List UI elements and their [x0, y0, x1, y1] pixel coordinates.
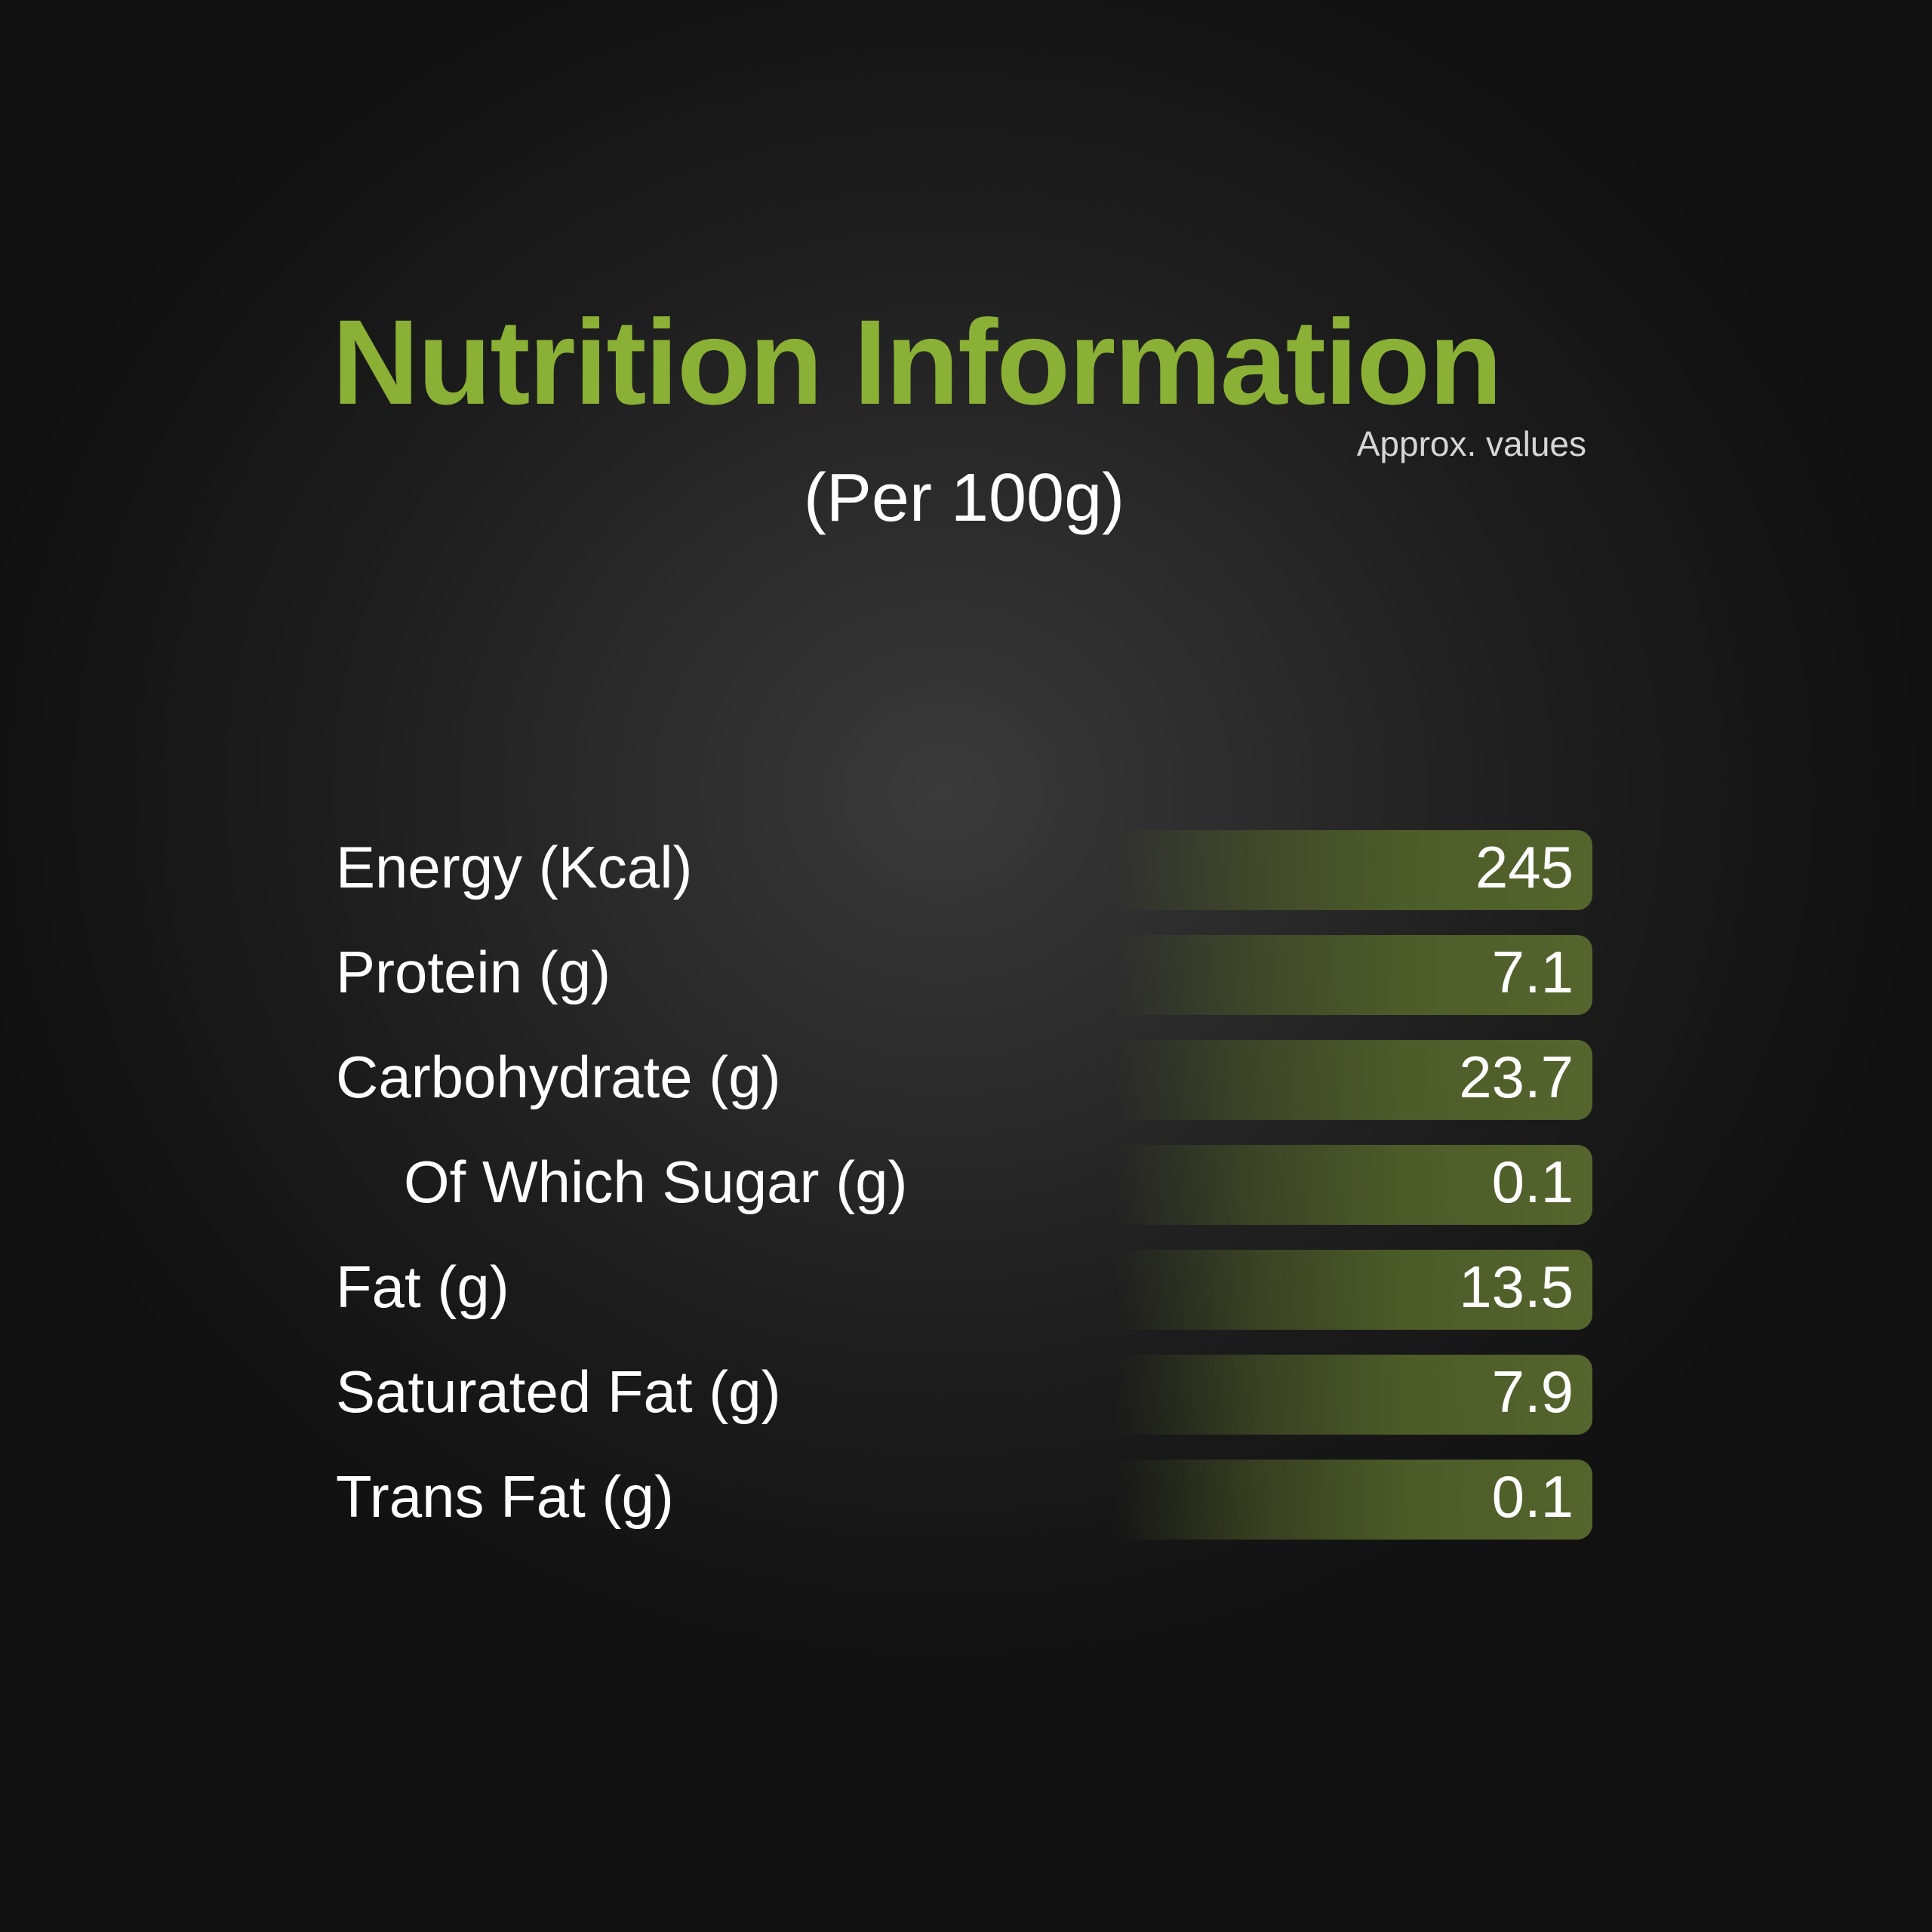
table-row-trans-fat: Trans Fat (g) 0.1 [0, 1460, 1932, 1543]
table-row-saturated-fat: Saturated Fat (g) 7.9 [0, 1355, 1932, 1438]
page-title: Nutrition Information [332, 294, 1503, 429]
value-bar [1117, 935, 1592, 1015]
row-label: Trans Fat (g) [336, 1463, 674, 1530]
value-bar [1117, 1355, 1592, 1435]
table-row-sugar: Of Which Sugar (g) 0.1 [0, 1145, 1932, 1228]
row-value: 0.1 [1491, 1149, 1574, 1215]
table-row-energy: Energy (Kcal) 245 [0, 830, 1932, 913]
value-bar [1117, 1250, 1592, 1330]
value-bar [1117, 1040, 1592, 1120]
table-row-protein: Protein (g) 7.1 [0, 935, 1932, 1018]
row-value: 7.1 [1491, 939, 1574, 1005]
table-row-fat: Fat (g) 13.5 [0, 1250, 1932, 1333]
row-value: 7.9 [1491, 1358, 1574, 1425]
row-label: Protein (g) [336, 939, 611, 1005]
approx-values-note: Approx. values [1356, 424, 1586, 463]
value-bar [1117, 830, 1592, 910]
value-bar [1117, 1145, 1592, 1225]
serving-size-subtitle: (Per 100g) [803, 460, 1125, 536]
row-label: Carbohydrate (g) [336, 1044, 781, 1110]
value-bar [1117, 1460, 1592, 1540]
row-value: 0.1 [1491, 1463, 1574, 1530]
row-label: Energy (Kcal) [336, 834, 693, 900]
row-value: 23.7 [1459, 1044, 1574, 1110]
row-value: 13.5 [1459, 1254, 1574, 1320]
row-label: Fat (g) [336, 1254, 509, 1320]
row-label: Of Which Sugar (g) [404, 1149, 908, 1215]
row-value: 245 [1475, 834, 1574, 900]
row-label: Saturated Fat (g) [336, 1358, 781, 1425]
table-row-carbohydrate: Carbohydrate (g) 23.7 [0, 1040, 1932, 1123]
